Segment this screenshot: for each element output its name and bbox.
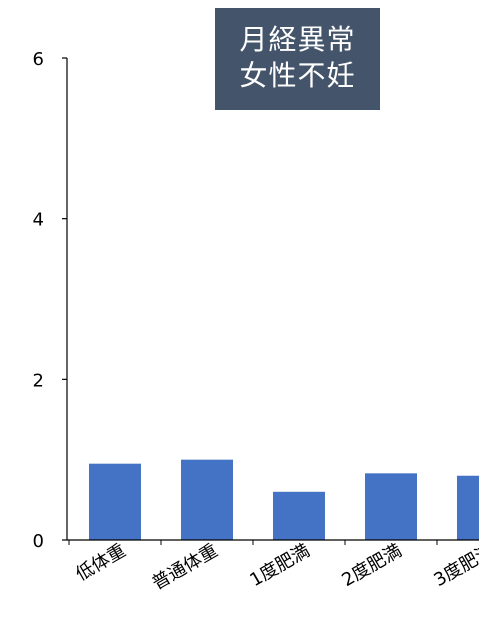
y-tick-label: 0 — [33, 531, 44, 552]
bar — [89, 463, 141, 540]
bar — [457, 475, 479, 540]
chart-title-line-1: 月経異常 — [239, 23, 356, 56]
chart-title: 月経異常 女性不妊 — [215, 8, 380, 110]
y-tick-label: 4 — [33, 210, 44, 231]
x-category-label: 普通体重 — [149, 540, 222, 594]
x-axis: 低体重 普通体重 1度肥満 2度肥満 3度肥満 — [67, 539, 479, 594]
x-category-label: 2度肥満 — [338, 540, 405, 591]
bar — [365, 473, 417, 540]
y-axis: 0 2 4 6 — [33, 49, 68, 552]
bar — [273, 491, 325, 540]
bar — [181, 459, 233, 540]
bars — [89, 459, 479, 540]
x-category-label: 3度肥満 — [430, 540, 479, 591]
y-tick-label: 2 — [33, 370, 44, 391]
x-category-label: 低体重 — [72, 540, 129, 585]
y-tick-label: 6 — [33, 49, 44, 70]
x-category-label: 1度肥満 — [246, 540, 313, 591]
chart-title-line-2: 女性不妊 — [239, 59, 356, 92]
